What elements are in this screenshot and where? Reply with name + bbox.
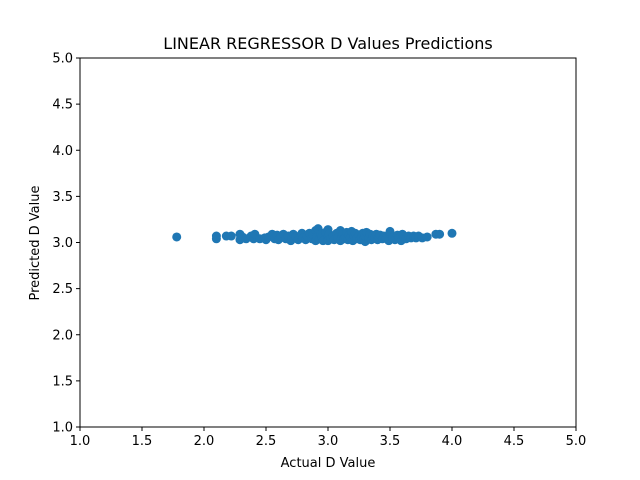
y-tick-label: 3.0 <box>52 236 73 251</box>
y-tick-label: 1.5 <box>52 374 73 389</box>
scatter-point <box>172 232 182 242</box>
x-tick-label: 3.5 <box>380 434 401 449</box>
scatter-point <box>211 231 221 241</box>
y-tick-label: 2.5 <box>52 282 73 297</box>
x-tick-label: 4.0 <box>442 434 463 449</box>
ticks-layer: 1.0 1.5 2.0 2.5 3.0 3.5 4.0 4.5 5.0 1.0 1.5 2.0 2.5 3… <box>52 52 586 450</box>
x-axis-label: Actual D Value <box>281 456 376 471</box>
y-tick-label: 4.5 <box>52 98 73 113</box>
y-tick-label: 2.0 <box>52 328 73 343</box>
scatter-point <box>435 229 445 239</box>
points-layer <box>172 224 457 247</box>
plot-area-frame <box>79 57 577 428</box>
y-tick-label: 5.0 <box>52 52 73 67</box>
scatter-point <box>226 231 236 241</box>
y-axis-label: Predicted D Value <box>28 185 43 300</box>
x-tick-label: 2.0 <box>194 434 215 449</box>
x-tick-label: 3.0 <box>318 434 339 449</box>
y-tick-label: 3.5 <box>52 190 73 205</box>
scatter-point <box>447 228 457 238</box>
x-tick-label: 1.5 <box>132 434 153 449</box>
scatter-point <box>422 232 432 242</box>
y-tick-label: 4.0 <box>52 144 73 159</box>
x-tick-label: 1.0 <box>70 434 91 449</box>
y-tick-label: 1.0 <box>52 421 73 436</box>
x-tick-label: 4.5 <box>504 434 525 449</box>
chart-title: LINEAR REGRESSOR D Values Predictions <box>163 34 492 53</box>
x-tick-label: 2.5 <box>256 434 277 449</box>
x-tick-label: 5.0 <box>566 434 587 449</box>
